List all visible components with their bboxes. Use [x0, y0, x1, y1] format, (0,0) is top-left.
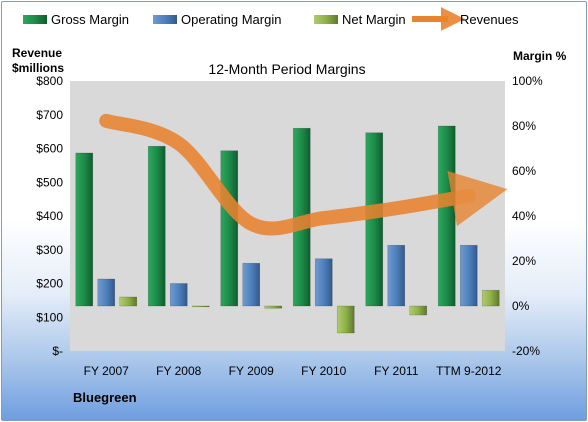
bar-net-margin	[119, 296, 138, 307]
left-tick-label: $400	[36, 209, 63, 223]
revenues-line	[99, 113, 508, 236]
bar-operating-margin	[169, 283, 188, 307]
bar-gross-margin	[437, 125, 456, 307]
legend-label-operating-margin: Operating Margin	[181, 12, 281, 27]
legend-label-revenues: Revenues	[460, 12, 519, 27]
legend-item-operating-margin: Operating Margin	[153, 12, 281, 27]
right-tick-label: 40%	[512, 209, 536, 223]
legend-item-gross-margin: Gross Margin	[23, 12, 129, 27]
left-tick-label: $300	[36, 243, 63, 257]
left-tick-label: $500	[36, 175, 63, 189]
bars	[75, 125, 500, 334]
left-tick-label: $600	[36, 142, 63, 156]
bar-net-margin	[336, 305, 355, 334]
bar-operating-margin	[242, 262, 261, 307]
right-tick-label: 60%	[512, 164, 536, 178]
right-tick-label: 20%	[512, 254, 536, 268]
right-axis-ticks: -20% 0% 20% 40% 60% 80% 100%	[512, 74, 543, 358]
right-tick-label: -20%	[512, 344, 540, 358]
x-tick-label: FY 2010	[301, 364, 346, 378]
legend-item-net-margin: Net Margin	[314, 12, 406, 27]
right-axis-title: Margin %	[513, 49, 567, 63]
legend-item-revenues: Revenues	[412, 7, 519, 31]
bar-operating-margin	[387, 244, 406, 307]
bar-gross-margin	[75, 152, 94, 307]
legend-label-net-margin: Net Margin	[342, 12, 406, 27]
x-tick-label: FY 2011	[374, 364, 419, 378]
bar-net-margin	[481, 289, 500, 307]
left-tick-label: $700	[36, 108, 63, 122]
left-tick-label: $-	[52, 344, 63, 358]
x-tick-label: FY 2007	[84, 364, 129, 378]
left-axis-title-line1: Revenue	[12, 46, 62, 60]
x-tick-label: FY 2008	[156, 364, 201, 378]
legend: Gross Margin Operating Margin Net Margin…	[23, 7, 519, 31]
bar-gross-margin	[220, 150, 239, 307]
right-tick-label: 0%	[512, 299, 530, 313]
left-axis-title-line2: $millions	[12, 61, 64, 75]
left-axis-ticks: $- $100 $200 $300 $400 $500 $600 $700 $800	[36, 74, 63, 358]
bar-gross-margin	[147, 145, 166, 307]
x-tick-label: FY 2009	[229, 364, 274, 378]
bar-operating-margin	[314, 258, 333, 307]
chart-title: 12-Month Period Margins	[208, 61, 365, 77]
legend-label-gross-margin: Gross Margin	[51, 12, 129, 27]
company-name: Bluegreen	[73, 390, 137, 405]
bar-net-margin	[264, 305, 283, 309]
bar-operating-margin	[97, 278, 116, 307]
left-tick-label: $200	[36, 277, 63, 291]
bar-net-margin	[409, 305, 428, 316]
x-tick-label: TTM 9-2012	[436, 364, 502, 378]
revenue-line	[99, 113, 508, 236]
left-tick-label: $800	[36, 74, 63, 88]
bar-net-margin	[191, 305, 210, 308]
x-axis-ticks: FY 2007 FY 2008 FY 2009 FY 2010 FY 2011 TTM 9…	[84, 364, 502, 378]
bar-operating-margin	[459, 244, 478, 307]
right-tick-label: 80%	[512, 119, 536, 133]
left-tick-label: $100	[36, 310, 63, 324]
right-tick-label: 100%	[512, 74, 543, 88]
